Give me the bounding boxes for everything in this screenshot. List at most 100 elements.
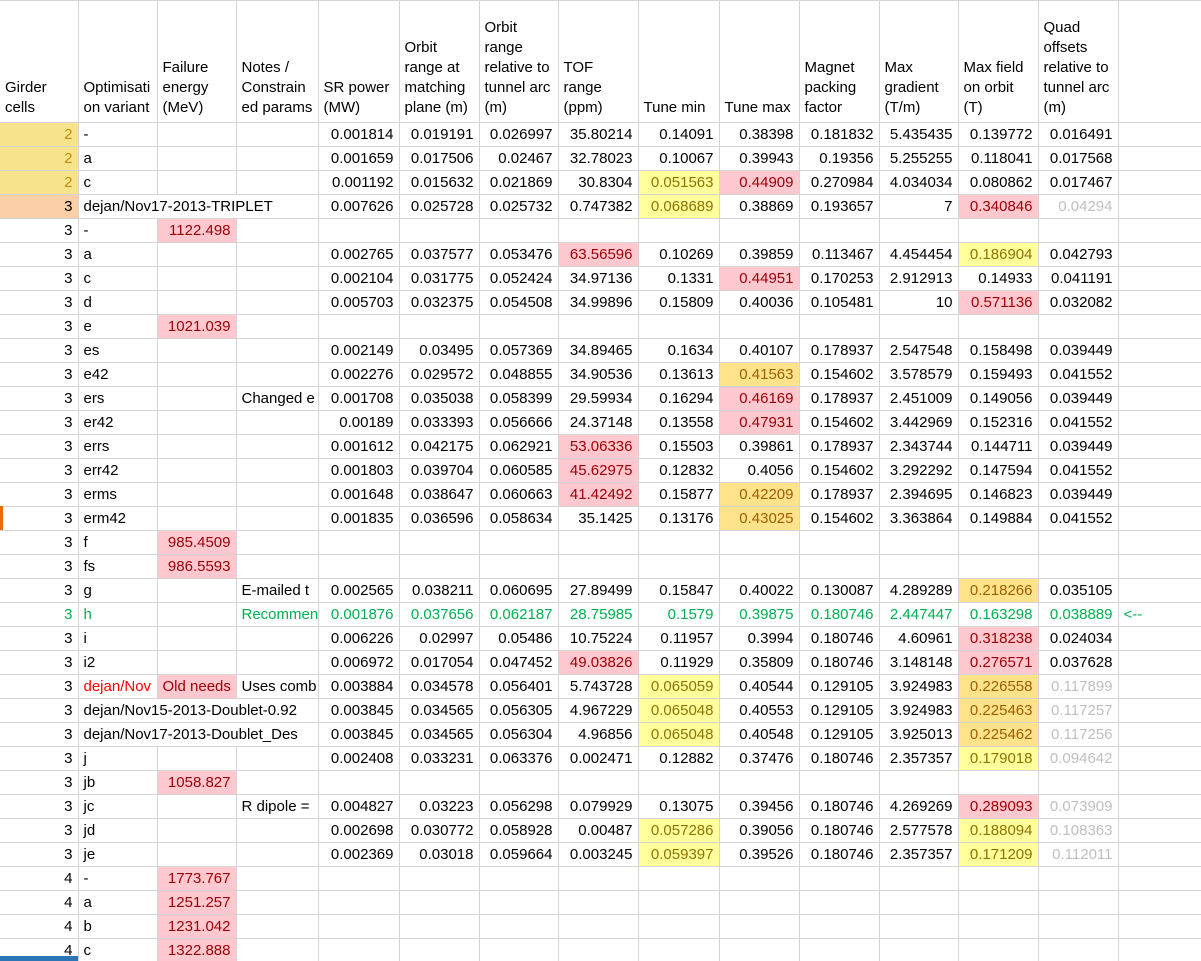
cell-tune-min[interactable]: 0.13176: [638, 506, 720, 531]
cell-orbit-range-matching[interactable]: 0.039704: [399, 458, 480, 483]
cell-tune-min[interactable]: 0.10067: [638, 146, 720, 171]
cell-tof-range[interactable]: [558, 938, 639, 961]
cell-flag[interactable]: [1118, 866, 1201, 891]
cell-max-field-on-orbit[interactable]: 0.14933: [958, 266, 1039, 291]
cell-tune-min[interactable]: [638, 314, 720, 339]
cell-sr-power[interactable]: 0.001648: [318, 482, 400, 507]
cell-sr-power[interactable]: 0.002149: [318, 338, 400, 363]
cell-orbit-range-matching[interactable]: 0.038211: [399, 578, 480, 603]
cell-sr-power[interactable]: 0.001612: [318, 434, 400, 459]
cell-max-field-on-orbit[interactable]: 0.139772: [958, 122, 1039, 147]
cell-quad-offsets[interactable]: [1038, 770, 1119, 795]
cell-tune-max[interactable]: [719, 866, 800, 891]
cell-tune-min[interactable]: 0.10269: [638, 242, 720, 267]
cell-tune-max[interactable]: 0.39526: [719, 842, 800, 867]
cell-failure-energy[interactable]: [157, 458, 237, 483]
cell-notes[interactable]: [236, 530, 319, 555]
cell-optimisation-variant[interactable]: i: [78, 626, 158, 651]
cell-orbit-range-matching[interactable]: 0.030772: [399, 818, 480, 843]
cell-tune-max[interactable]: 0.42209: [719, 482, 800, 507]
cell-sr-power[interactable]: [318, 530, 400, 555]
cell-max-field-on-orbit[interactable]: 0.225463: [958, 698, 1039, 723]
cell-orbit-range-matching[interactable]: 0.032375: [399, 290, 480, 315]
cell-optimisation-variant[interactable]: j: [78, 746, 158, 771]
header-quad-offsets[interactable]: Quad offsets relative to tunnel arc (m): [1038, 0, 1119, 123]
cell-tune-min[interactable]: 0.11929: [638, 650, 720, 675]
cell-flag[interactable]: [1118, 842, 1201, 867]
cell-orbit-range-tunnel[interactable]: [479, 314, 559, 339]
cell-optimisation-variant[interactable]: e42: [78, 362, 158, 387]
cell-girder-cells[interactable]: 3: [0, 674, 79, 699]
cell-notes[interactable]: [236, 554, 319, 579]
cell-notes[interactable]: [236, 458, 319, 483]
cell-tof-range[interactable]: 27.89499: [558, 578, 639, 603]
cell-sr-power[interactable]: 0.002369: [318, 842, 400, 867]
cell-notes[interactable]: Recommen: [236, 602, 319, 627]
cell-orbit-range-matching[interactable]: 0.03223: [399, 794, 480, 819]
cell-failure-energy[interactable]: [157, 506, 237, 531]
cell-orbit-range-matching[interactable]: 0.033393: [399, 410, 480, 435]
cell-tof-range[interactable]: 34.89465: [558, 338, 639, 363]
cell-max-gradient[interactable]: 3.578579: [879, 362, 959, 387]
cell-flag[interactable]: [1118, 578, 1201, 603]
cell-optimisation-variant[interactable]: d: [78, 290, 158, 315]
cell-magnet-packing-factor[interactable]: [799, 866, 880, 891]
cell-girder-cells[interactable]: 2: [0, 146, 79, 171]
cell-flag[interactable]: [1118, 314, 1201, 339]
cell-tune-min[interactable]: 0.15847: [638, 578, 720, 603]
cell-magnet-packing-factor[interactable]: 0.113467: [799, 242, 880, 267]
cell-tune-min[interactable]: 0.059397: [638, 842, 720, 867]
cell-notes[interactable]: [236, 938, 319, 961]
cell-flag[interactable]: <--: [1118, 602, 1201, 627]
cell-optimisation-variant[interactable]: i2: [78, 650, 158, 675]
cell-orbit-range-tunnel[interactable]: 0.060695: [479, 578, 559, 603]
cell-quad-offsets[interactable]: 0.042793: [1038, 242, 1119, 267]
cell-tune-max[interactable]: 0.40544: [719, 674, 800, 699]
cell-sr-power[interactable]: 0.003845: [318, 722, 400, 747]
cell-quad-offsets[interactable]: [1038, 938, 1119, 961]
cell-orbit-range-matching[interactable]: [399, 890, 480, 915]
cell-tune-min[interactable]: 0.057286: [638, 818, 720, 843]
cell-optimisation-variant[interactable]: g: [78, 578, 158, 603]
cell-max-field-on-orbit[interactable]: [958, 938, 1039, 961]
cell-max-gradient[interactable]: 2.912913: [879, 266, 959, 291]
cell-tof-range[interactable]: [558, 890, 639, 915]
cell-orbit-range-matching[interactable]: 0.036596: [399, 506, 480, 531]
cell-quad-offsets[interactable]: 0.117256: [1038, 722, 1119, 747]
cell-flag[interactable]: [1118, 122, 1201, 147]
cell-notes[interactable]: [236, 290, 319, 315]
cell-magnet-packing-factor[interactable]: 0.154602: [799, 458, 880, 483]
cell-orbit-range-matching[interactable]: 0.037577: [399, 242, 480, 267]
cell-girder-cells[interactable]: 4: [0, 866, 79, 891]
cell-sr-power[interactable]: [318, 890, 400, 915]
cell-failure-energy[interactable]: [157, 434, 237, 459]
cell-max-gradient[interactable]: [879, 914, 959, 939]
cell-orbit-range-tunnel[interactable]: [479, 554, 559, 579]
cell-tune-min[interactable]: 0.15503: [638, 434, 720, 459]
cell-optimisation-variant[interactable]: er42: [78, 410, 158, 435]
cell-magnet-packing-factor[interactable]: [799, 770, 880, 795]
cell-failure-energy[interactable]: 1251.257: [157, 890, 237, 915]
cell-tune-max[interactable]: [719, 914, 800, 939]
cell-failure-energy[interactable]: 985.4509: [157, 530, 237, 555]
cell-tune-max[interactable]: 0.39943: [719, 146, 800, 171]
cell-tof-range[interactable]: 4.967229: [558, 698, 639, 723]
cell-orbit-range-matching[interactable]: 0.035038: [399, 386, 480, 411]
cell-notes[interactable]: [236, 626, 319, 651]
cell-orbit-range-tunnel[interactable]: 0.02467: [479, 146, 559, 171]
cell-tune-max[interactable]: [719, 938, 800, 961]
cell-tof-range[interactable]: 0.003245: [558, 842, 639, 867]
cell-girder-cells[interactable]: 2: [0, 122, 79, 147]
cell-max-gradient[interactable]: [879, 530, 959, 555]
cell-girder-cells[interactable]: 3: [0, 506, 79, 531]
cell-magnet-packing-factor[interactable]: 0.193657: [799, 194, 880, 219]
cell-orbit-range-matching[interactable]: [399, 218, 480, 243]
cell-max-gradient[interactable]: 4.60961: [879, 626, 959, 651]
cell-tof-range[interactable]: [558, 530, 639, 555]
cell-max-gradient[interactable]: 2.547548: [879, 338, 959, 363]
cell-quad-offsets[interactable]: 0.04294: [1038, 194, 1119, 219]
cell-max-gradient[interactable]: 4.454454: [879, 242, 959, 267]
cell-tune-max[interactable]: 0.47931: [719, 410, 800, 435]
cell-sr-power[interactable]: 0.002698: [318, 818, 400, 843]
cell-quad-offsets[interactable]: 0.041552: [1038, 410, 1119, 435]
